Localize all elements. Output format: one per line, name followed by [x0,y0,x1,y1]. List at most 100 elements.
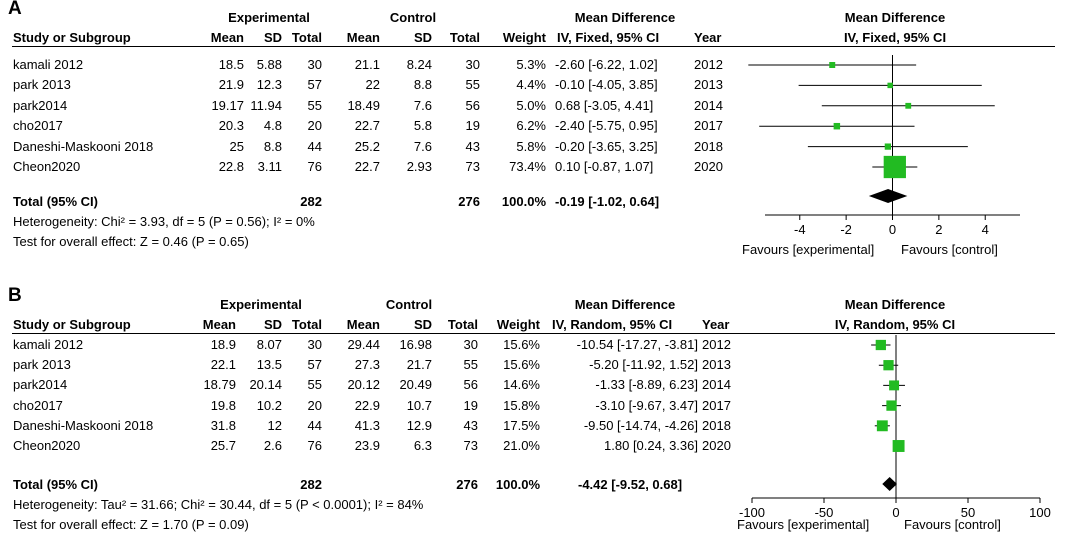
cell-ci-text: -2.40 [-5.75, 0.95] [555,118,658,134]
cell-name: park2014 [13,377,68,393]
cell-e-sd: 8.07 [256,337,282,352]
cell-name: kamali 2012 [13,57,84,72]
ctl-sd-header: SD [413,317,432,332]
cell-c-sd: 12.9 [406,417,432,433]
total-ci: -0.19 [-1.02, 0.64] [555,194,660,209]
effect-square [883,360,894,371]
x-tick-label: 0 [892,505,899,520]
cell-ci-text: 0.68 [-3.05, 4.41] [555,97,654,113]
cell-weight: 14.6% [503,377,540,393]
cell-e-total: 20 [307,397,322,413]
cell-year: 2013 [694,77,723,93]
header-rule [12,333,1055,334]
cell-name: Cheon2020 [13,159,81,174]
ctl-total-header: Total [447,317,478,332]
cell-e-total: 44 [307,138,322,154]
control-group-header: Control [385,297,433,312]
weight-header: Weight [496,317,540,332]
cell-name: park2014 [13,97,68,113]
cell-ci-text: -0.20 [-3.65, 3.25] [555,138,658,154]
cell-ci-text: -1.33 [-8.89, 6.23] [595,377,698,393]
cell-e-total: 76 [307,438,322,453]
cell-e-sd: 5.88 [256,57,282,72]
cell-weight: 17.5% [503,417,540,433]
cell-c-total: 73 [465,159,480,174]
exp-total-sum: 282 [300,477,322,492]
cell-c-total: 56 [463,377,478,393]
cell-e-sd: 12 [267,417,282,433]
x-tick-label: -2 [840,222,852,237]
x-tick-label: 0 [889,222,896,237]
cell-e-sd: 13.5 [256,357,282,373]
panel-label: A [8,0,22,19]
cell-c-total: 55 [465,77,480,93]
cell-weight: 15.6% [503,357,540,373]
cell-c-mean: 20.12 [347,377,380,393]
ctl-mean-header: Mean [346,30,380,45]
cell-year: 2018 [694,138,723,154]
exp-total-sum: 282 [300,194,322,209]
cell-c-total: 43 [463,417,478,433]
total-weight: 100.0% [501,194,546,209]
study-column-header: Study or Subgroup [13,317,131,332]
cell-c-mean: 21.1 [354,57,380,72]
effect-square [875,339,886,351]
cell-e-mean: 18.79 [203,377,236,393]
favours-experimental-label: Favours [experimental] [737,517,870,532]
cell-weight: 15.8% [503,397,540,413]
effect-square [889,380,900,391]
cell-year: 2017 [694,118,723,134]
cell-year: 2012 [702,337,731,352]
favours-control-label: Favours [control] [901,242,998,257]
cell-year: 2017 [702,397,731,413]
cell-c-mean: 22 [365,77,380,93]
year-header: Year [694,30,722,45]
cell-ci-text: -5.20 [-11.92, 1.52] [589,357,698,373]
cell-e-mean: 25.7 [210,438,236,453]
x-tick-label: 2 [935,222,942,237]
cell-c-sd: 2.93 [406,159,432,174]
cell-c-mean: 22.7 [354,118,380,134]
cell-c-total: 56 [465,97,480,113]
exp-total-header: Total [291,30,322,45]
method-header: IV, Random, 95% CI [552,317,673,332]
cell-ci-text: -9.50 [-14.74, -4.26] [583,417,698,433]
control-group-header: Control [389,10,437,25]
cell-c-mean: 22.9 [354,397,380,413]
cell-c-sd: 6.3 [413,438,432,453]
cell-e-total: 57 [307,357,322,373]
cell-c-mean: 27.3 [354,357,380,373]
cell-c-total: 55 [463,357,478,373]
cell-weight: 15.6% [503,337,540,352]
mean-difference-header: Mean Difference [574,10,676,25]
total-label: Total (95% CI) [13,194,98,209]
method-header: IV, Fixed, 95% CI [557,30,660,45]
cell-e-total: 20 [307,118,322,134]
cell-c-sd: 8.24 [406,57,432,72]
cell-e-total: 55 [307,377,322,393]
ctl-total-sum: 276 [458,194,480,209]
cell-name: park 2013 [13,357,71,373]
cell-weight: 4.4% [516,77,546,93]
cell-c-total: 73 [463,438,478,453]
mean-difference-header: Mean Difference [574,297,676,312]
cell-e-sd: 11.94 [250,97,282,113]
cell-c-mean: 41.3 [354,417,380,433]
favours-control-label: Favours [control] [904,517,1001,532]
x-tick-label: -4 [794,222,806,237]
cell-ci-text: -10.54 [-17.27, -3.81] [576,337,698,352]
cell-weight: 5.8% [516,138,546,154]
panel-label: B [8,285,22,306]
cell-ci-text: -2.60 [-6.22, 1.02] [555,57,658,72]
effect-square [833,122,841,130]
cell-e-sd: 8.8 [263,138,282,154]
cell-e-total: 76 [307,159,322,174]
cell-weight: 6.2% [516,118,546,134]
cell-c-mean: 25.2 [354,138,380,154]
effect-square [886,400,897,411]
effect-square [829,62,836,68]
cell-c-sd: 7.6 [413,97,432,113]
cell-year: 2012 [694,57,723,72]
cell-e-mean: 31.8 [210,417,236,433]
cell-c-sd: 8.8 [413,77,432,93]
